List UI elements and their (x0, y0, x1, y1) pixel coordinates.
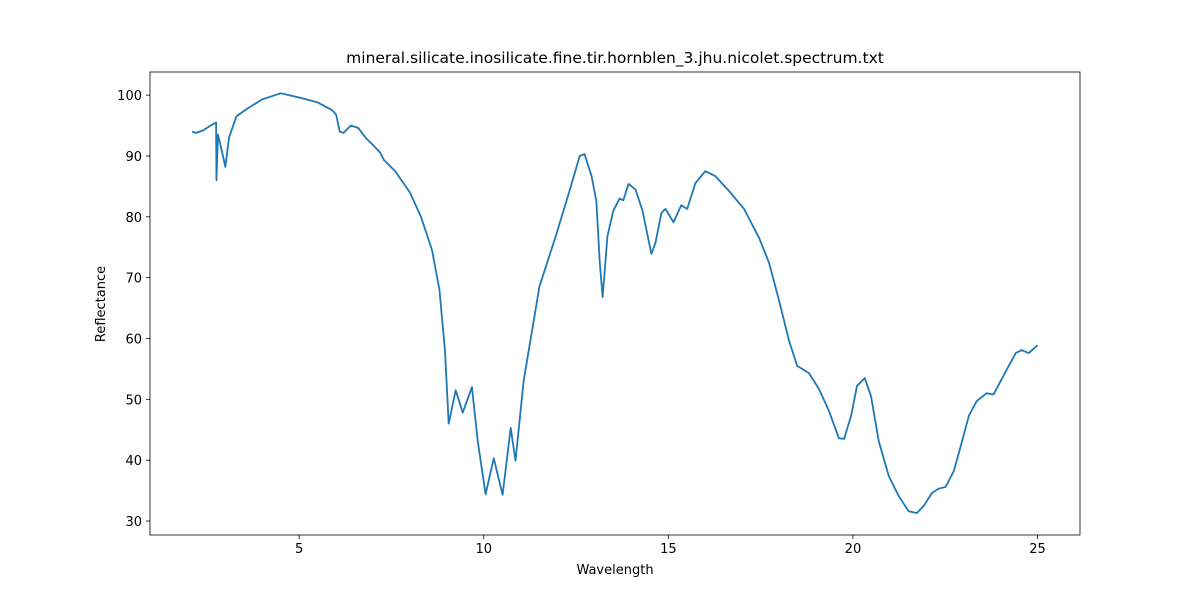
y-tick-label: 30 (125, 515, 142, 530)
plot-frame (149, 71, 1081, 536)
x-tick-label: 25 (1029, 542, 1046, 557)
y-tick-label: 70 (125, 272, 142, 287)
y-tick-label: 60 (125, 332, 142, 347)
y-tick-label: 40 (125, 454, 142, 469)
x-tick-label: 20 (845, 542, 862, 557)
x-tick-label: 10 (475, 542, 492, 557)
x-tick-label: 5 (295, 542, 303, 557)
chart-title: mineral.silicate.inosilicate.fine.tir.ho… (346, 49, 884, 68)
y-axis-label: Reflectance (94, 266, 109, 342)
y-tick-label: 90 (125, 150, 142, 165)
x-axis-label: Wavelength (576, 563, 653, 578)
x-tick-label: 15 (660, 542, 677, 557)
y-tick-label: 80 (125, 211, 142, 226)
y-tick-label: 100 (117, 89, 142, 104)
y-tick-label: 50 (125, 393, 142, 408)
data-line (191, 92, 1039, 514)
